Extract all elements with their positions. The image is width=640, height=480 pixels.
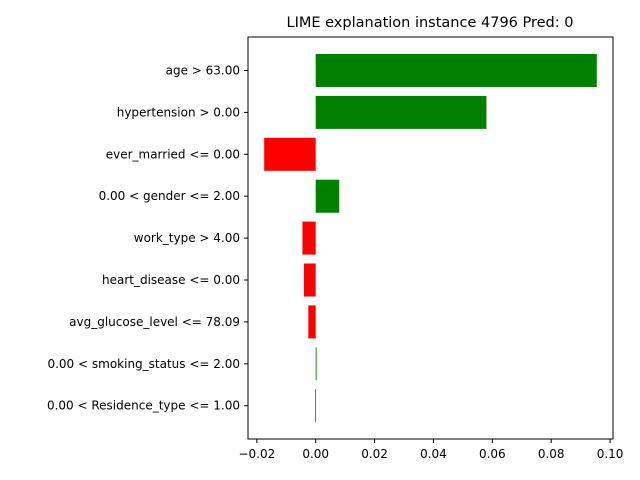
bar-3 bbox=[315, 179, 340, 213]
bar-6 bbox=[308, 305, 316, 339]
y-tick-label-4: work_type > 4.00 bbox=[134, 231, 240, 245]
y-tick-label-1: hypertension > 0.00 bbox=[117, 105, 240, 119]
y-tick-label-8: 0.00 < Residence_type <= 1.00 bbox=[47, 399, 240, 413]
x-tick-label-5: 0.08 bbox=[538, 447, 565, 461]
bars-group bbox=[264, 54, 597, 423]
y-tick-label-5: heart_disease <= 0.00 bbox=[102, 273, 240, 287]
y-tick-label-6: avg_glucose_level <= 78.09 bbox=[69, 315, 240, 329]
axes-frame bbox=[247, 36, 614, 440]
y-tick-labels: age > 63.00 hypertension > 0.00 ever_marri… bbox=[47, 64, 248, 413]
x-tick-label-2: 0.02 bbox=[361, 447, 388, 461]
y-tick-label-3: 0.00 < gender <= 2.00 bbox=[99, 189, 240, 203]
y-tick-label-7: 0.00 < smoking_status <= 2.00 bbox=[47, 357, 240, 371]
bar-0 bbox=[315, 54, 597, 87]
x-tick-label-3: 0.04 bbox=[420, 447, 447, 461]
bar-5 bbox=[303, 263, 316, 297]
x-tick-label-0: −0.02 bbox=[238, 447, 275, 461]
bar-1 bbox=[315, 95, 487, 129]
bar-2 bbox=[264, 137, 316, 171]
x-tick-label-4: 0.06 bbox=[479, 447, 506, 461]
bar-7 bbox=[315, 347, 317, 381]
y-tick-label-2: ever_married <= 0.00 bbox=[106, 147, 240, 161]
bar-8 bbox=[315, 389, 316, 423]
bar-4 bbox=[302, 221, 316, 255]
x-tick-label-1: 0.00 bbox=[302, 447, 329, 461]
x-ticks-group: −0.02 0.00 0.02 0.04 0.06 0.08 0.10 bbox=[238, 439, 623, 461]
x-tick-label-6: 0.10 bbox=[597, 447, 624, 461]
chart-title: LIME explanation instance 4796 Pred: 0 bbox=[287, 15, 574, 31]
y-tick-label-0: age > 63.00 bbox=[166, 64, 240, 78]
